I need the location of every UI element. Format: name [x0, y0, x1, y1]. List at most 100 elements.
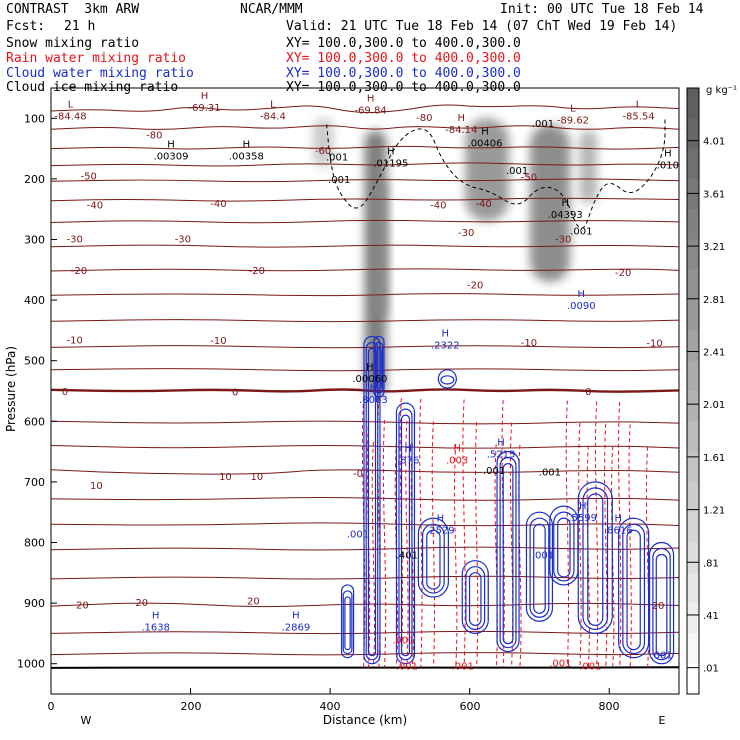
y-tick-800: 800 — [24, 537, 45, 550]
cloud-water-contour-5-2 — [468, 572, 482, 626]
isotherm-label-31: 20 — [652, 601, 665, 612]
x-end-label-east: E — [659, 714, 666, 727]
isotherm-label-15: -20 — [467, 280, 483, 291]
snow-shade-2 — [465, 118, 510, 222]
extremum-marker-24: H — [292, 610, 300, 621]
contour-value-label-14: .001 — [579, 662, 601, 673]
isotherm-20 — [51, 602, 679, 608]
cloud-water-contour-3-1 — [440, 375, 455, 385]
cloud-water-contour-3-0 — [437, 369, 457, 389]
isotherm-label-29: 20 — [135, 598, 148, 609]
extremum-marker-12: H — [664, 149, 672, 160]
extremum-marker-21: H — [615, 513, 623, 524]
field-name-cloud-water: Cloud water mixing ratio — [6, 66, 194, 81]
colorbar-segment-13 — [687, 481, 699, 513]
extremum-value-6: -85.54 — [622, 111, 654, 122]
rain-contour-7 — [405, 420, 409, 668]
rain-contour-9 — [419, 398, 423, 668]
rain-contour-13 — [475, 421, 479, 668]
colorbar-segment-16 — [687, 572, 699, 604]
isotherm-label-20: -10 — [646, 339, 662, 350]
rain-contour-22 — [604, 423, 608, 668]
rain-contour-11 — [454, 443, 458, 668]
rain-contour-4 — [382, 420, 387, 668]
y-tick-500: 500 — [24, 355, 45, 368]
extremum-value-3: -69.84 — [354, 105, 386, 116]
extremum-value-5: -89.62 — [557, 116, 589, 127]
cloud-water-contour-11-0 — [648, 541, 675, 665]
x-tick-800: 800 — [599, 700, 620, 713]
isotherm-label-10: -30 — [175, 234, 191, 245]
extremum-value-11: .04393 — [548, 210, 583, 221]
cloud-water-contour-10-0 — [618, 517, 650, 659]
cloud-water-contour-1-1 — [398, 408, 413, 661]
isotherm-label-18: -10 — [210, 336, 226, 347]
init-time: Init: 00 UTC Tue 18 Feb 14 — [500, 2, 704, 17]
colorbar-segment-11 — [687, 421, 699, 453]
extremum-value-19: .003 — [446, 456, 468, 467]
cloud-water-contour-4-1 — [421, 523, 445, 594]
extremum-value-1: -69.31 — [188, 103, 220, 114]
isotherm-label-14: -20 — [249, 266, 265, 277]
isotherm-label-24: -0 — [353, 469, 363, 480]
x-end-label-west: W — [81, 714, 92, 727]
field-name-rain: Rain water mixing ratio — [6, 51, 187, 66]
surface-line — [51, 666, 679, 669]
cloud-ice-contours — [326, 118, 666, 229]
y-tick-100: 100 — [24, 112, 45, 125]
isotherm-label-6: -40 — [210, 199, 226, 210]
cloud-water-contour-11-2 — [655, 553, 668, 657]
isotherm-label-26: 10 — [219, 472, 232, 483]
extremum-marker-13: H — [366, 362, 374, 373]
temperature-isotherms — [51, 104, 679, 669]
isotherm-2 — [51, 145, 679, 150]
extremum-value-17: .876 — [397, 456, 419, 467]
contour-value-label-5: .001 — [483, 466, 505, 477]
extremum-value-12: .010 — [657, 161, 679, 172]
isotherm-5 — [51, 197, 679, 202]
colorbar-label-3: 2.81 — [703, 295, 725, 306]
rain-contour-18 — [565, 400, 569, 668]
isotherm-17 — [51, 522, 679, 527]
fcst-label: Fcst: — [6, 19, 46, 34]
extremum-marker-7: H — [167, 139, 175, 150]
extremum-value-14: .0090 — [567, 301, 596, 312]
colorbar-segment-7 — [687, 300, 699, 331]
colorbar-segment-0 — [687, 88, 699, 119]
cloud-water-contour-5-1 — [465, 566, 486, 630]
contour-value-label-15: .001 — [650, 651, 672, 662]
contour-value-label-13: .001 — [549, 658, 571, 669]
cloud-ice-outline — [326, 118, 666, 229]
fcst-value: 21 h — [64, 19, 96, 34]
isotherm-9 — [51, 293, 679, 297]
snow-shade-3 — [529, 124, 570, 282]
isotherm-label-16: -20 — [615, 268, 631, 279]
colorbar-segment-4 — [687, 209, 699, 240]
cloud-water-contour-5-0 — [461, 560, 489, 634]
contour-value-label-4: .001 — [570, 226, 592, 237]
extremum-value-10: .00406 — [468, 139, 503, 150]
colorbar-segment-6 — [687, 269, 699, 301]
colorbar-segment-17 — [687, 603, 699, 634]
extremum-marker-15: H — [441, 329, 449, 340]
axes: 0 200 400 600 800 W E Distance (km) Pres… — [4, 112, 666, 727]
colorbar-label-1: 3.61 — [703, 189, 725, 200]
cloud-water-contour-11-1 — [652, 547, 671, 661]
cloud-water-contour-10-2 — [626, 529, 641, 651]
cloud-water-contour-4-2 — [426, 529, 441, 590]
isotherm-19 — [51, 575, 679, 580]
isotherm-8 — [51, 268, 679, 272]
cloud-water-contour-4-0 — [417, 517, 449, 598]
isotherm-label-2: -60 — [315, 146, 331, 157]
y-tick-400: 400 — [24, 294, 45, 307]
isotherm-label-12: -30 — [555, 234, 571, 245]
colorbar-segment-1 — [687, 118, 699, 150]
extremum-marker-16: H — [370, 383, 378, 394]
cloud-water-contour-6-2 — [502, 463, 514, 645]
cloud-water-contour-10-1 — [622, 523, 646, 655]
isotherm-7 — [51, 244, 679, 248]
cloud-water-contour-12-0 — [340, 584, 355, 659]
contour-value-label-0: .001 — [532, 119, 554, 130]
contour-value-label-11: .001 — [396, 662, 418, 673]
extremum-value-24: .2869 — [282, 622, 311, 633]
